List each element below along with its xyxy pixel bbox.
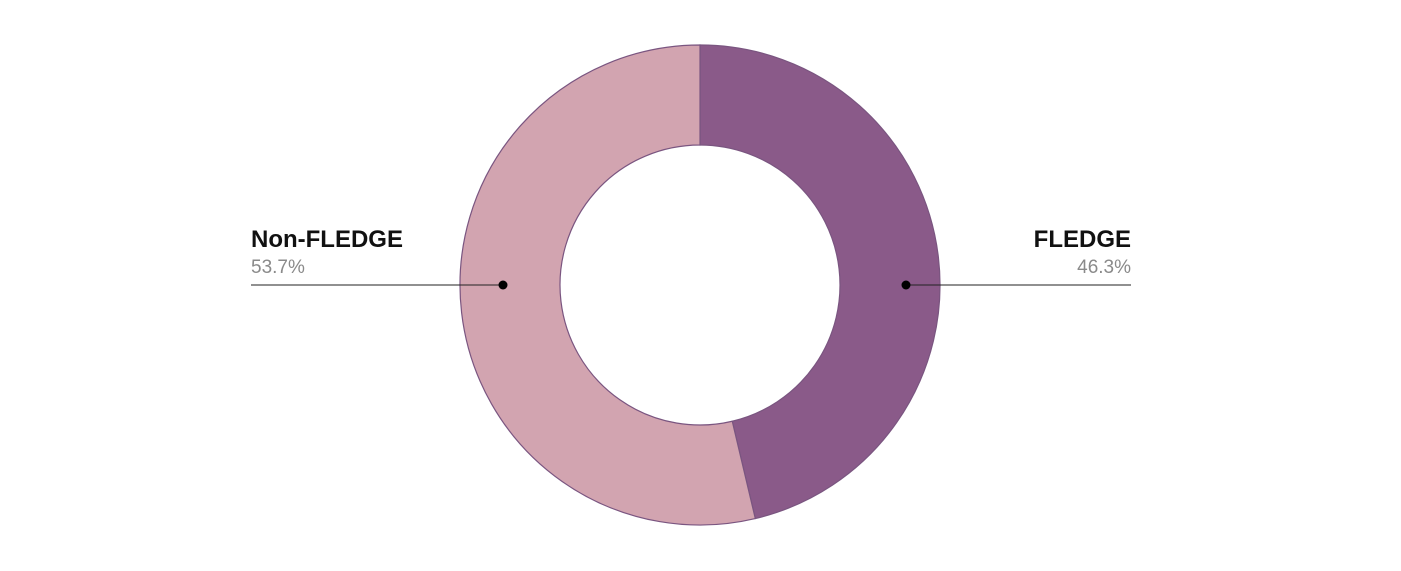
slice-labels: FLEDGE 46.3% Non-FLEDGE 53.7% [251, 226, 1131, 278]
leader-dot-fledge [901, 280, 911, 290]
leader-dot-non-fledge [498, 280, 508, 290]
donut-slices [459, 44, 941, 526]
slice-label-non-fledge: Non-FLEDGE [251, 226, 403, 253]
slice-value-non-fledge: 53.7% [251, 257, 305, 278]
leader-lines [251, 280, 1131, 290]
slice-label-fledge: FLEDGE [1034, 226, 1131, 253]
slice-value-fledge: 46.3% [1077, 257, 1131, 278]
slice-non-fledge [459, 44, 757, 526]
slice-fledge [699, 44, 941, 520]
